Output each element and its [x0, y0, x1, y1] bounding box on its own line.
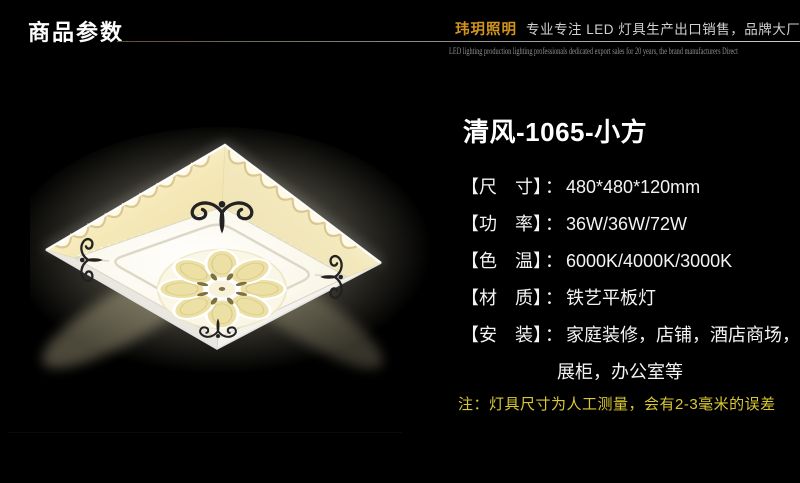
spec-separator: ：: [545, 325, 563, 345]
spec-value: 铁艺平板灯: [566, 288, 656, 308]
spec-row-install-line2: 展柜，办公室等: [557, 362, 683, 382]
spec-label: 【材 质】: [461, 288, 542, 308]
product-title: 清风-1065-小方: [463, 117, 648, 147]
brand-slogan: 专业专注 LED 灯具生产出口销售，品牌大厂直营: [526, 22, 800, 37]
header-divider: [117, 41, 800, 42]
product-specs: 清风-1065-小方 【尺 寸】： 480*480*120mm 【功 率】： 36W…: [458, 116, 800, 413]
measurement-note: 注：灯具尺寸为人工测量，会有2-3毫米的误差: [458, 396, 776, 413]
brand-row: 玮玥照明 专业专注 LED 灯具生产出口销售，品牌大厂直营: [455, 18, 800, 39]
page-title: 商品参数: [28, 20, 125, 45]
spec-separator: ：: [545, 251, 563, 271]
spec-label: 【色 温】: [461, 251, 542, 271]
spec-separator: ：: [545, 214, 563, 234]
product-photo: [8, 115, 450, 405]
lamp-center-flower: [157, 248, 287, 330]
spec-row-size: 【尺 寸】： 480*480*120mm: [461, 169, 796, 206]
spec-label: 【功 率】: [461, 214, 542, 234]
spec-value: 家庭装修，店铺，酒店商场，: [566, 325, 800, 345]
spec-separator: ：: [545, 177, 563, 197]
spec-row-power: 【功 率】： 36W/36W/72W: [461, 206, 796, 243]
spec-label: 【尺 寸】: [461, 177, 542, 197]
brand-name: 玮玥照明: [455, 22, 517, 38]
spec-row-color-temp: 【色 温】： 6000K/4000K/3000K: [461, 243, 796, 280]
spec-row-install: 【安 装】：家庭装修，店铺，酒店商场，: [461, 317, 800, 354]
brand-slogan-english: LED lighting production lighting profess…: [449, 46, 738, 56]
photo-edge: [8, 432, 402, 433]
spec-value: 6000K/4000K/3000K: [566, 251, 733, 271]
spec-label: 【安 装】: [461, 325, 542, 345]
spec-value: 480*480*120mm: [566, 177, 701, 197]
spec-value: 36W/36W/72W: [566, 214, 688, 234]
spec-separator: ：: [545, 288, 563, 308]
ceiling-lamp-image: [8, 127, 432, 379]
spec-row-material: 【材 质】：铁艺平板灯: [461, 280, 796, 317]
